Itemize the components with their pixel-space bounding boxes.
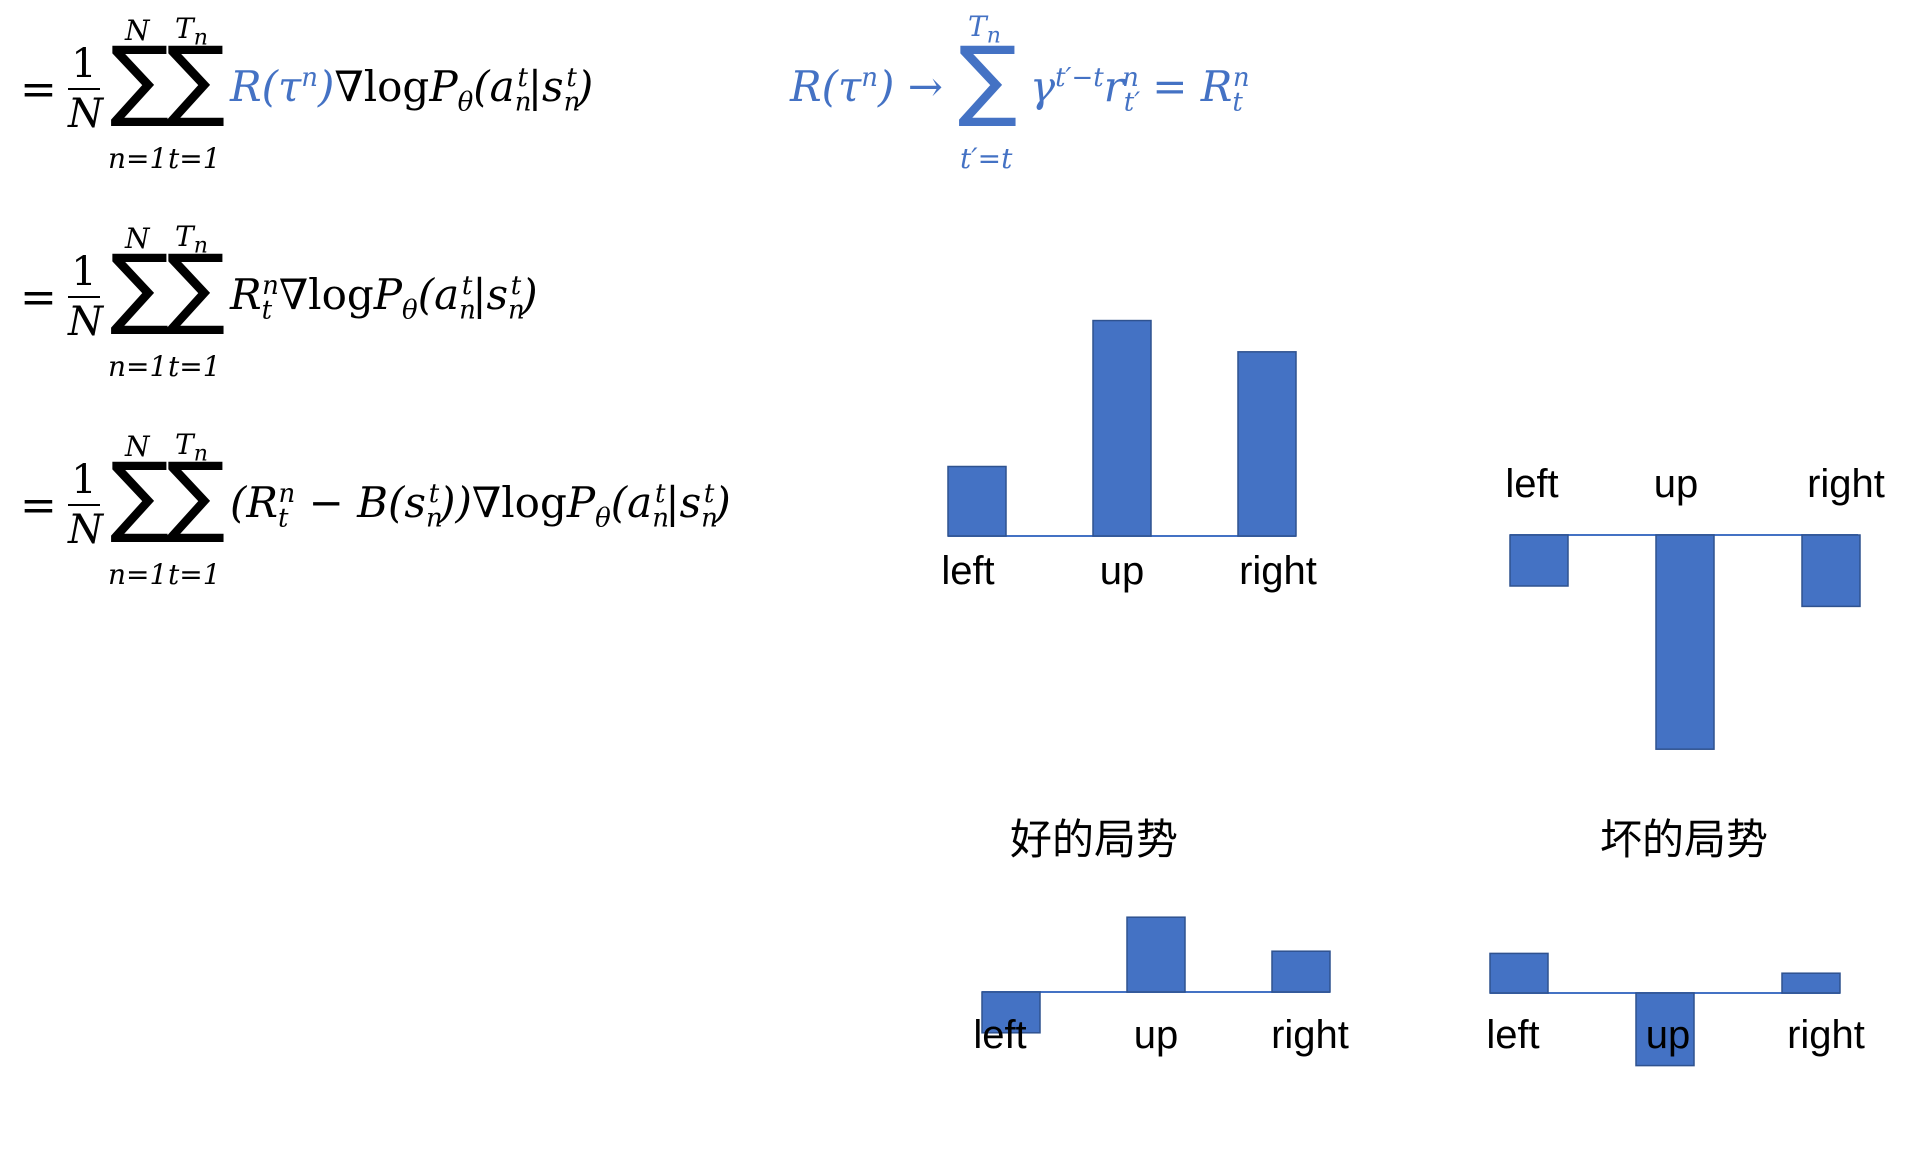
sum-inner-sigma: ∑: [166, 27, 226, 130]
bar-right: [1781, 972, 1841, 994]
sum-outer-sigma: ∑: [110, 235, 170, 338]
bar-up: [1126, 916, 1186, 993]
category-label-right: right: [1807, 462, 1885, 506]
category-label-left: left: [1505, 462, 1558, 506]
fraction-numerator: 1: [71, 457, 97, 503]
equals-sign: =: [20, 272, 57, 323]
bar-up: [1092, 319, 1152, 537]
sum-outer-sigma: ∑: [110, 443, 170, 546]
fraction-one-over-n: 1 N: [68, 41, 103, 137]
sum-outer-upper: N: [125, 14, 150, 47]
fraction-denominator: N: [68, 507, 103, 553]
fraction-denominator: N: [68, 91, 103, 137]
bar-left: [1489, 952, 1549, 994]
eq2-body: Rtn∇logPθ(ant|snt): [230, 270, 538, 326]
sum-inner-upper: Tn: [175, 220, 208, 259]
sum-inner-upper: Tn: [175, 12, 208, 51]
return-lhs: R(τn) →: [790, 62, 943, 111]
sum-inner-lower: t=1: [168, 558, 221, 591]
bar-left: [981, 991, 1041, 1034]
bar-up: [1635, 992, 1695, 1067]
category-label-left: left: [941, 549, 994, 593]
return-rhs: γt′−trt′n = Rtn: [1030, 62, 1250, 118]
category-label-right: right: [1239, 549, 1317, 593]
bar-chart-2: left up right: [1505, 462, 1885, 750]
bar-chart-3: left up right: [973, 916, 1349, 1057]
return-sum-sigma: ∑: [958, 27, 1018, 130]
fraction-denominator: N: [68, 299, 103, 345]
fraction-bar: [68, 504, 100, 506]
eq1-body: R(τn)∇logPθ(ant|snt): [230, 62, 594, 118]
category-label-up: up: [1100, 549, 1145, 593]
sum-outer-upper: N: [125, 222, 150, 255]
equation-1: = 1 N N ∑ n=1 Tn ∑ t=1 R(τn)∇logPθ(ant|s…: [20, 0, 660, 175]
fraction-numerator: 1: [71, 249, 97, 295]
category-label-left: left: [973, 1013, 1026, 1057]
equation-2: = 1 N N ∑ n=1 Tn ∑ t=1 Rtn∇logPθ(ant|snt…: [20, 208, 660, 383]
category-label-up: up: [1134, 1013, 1179, 1057]
bar-chart-4: left up right: [1486, 952, 1865, 1067]
sum-outer-upper: N: [125, 430, 150, 463]
fraction-bar: [68, 88, 100, 90]
sum-outer-lower: n=1: [108, 142, 168, 175]
sum-outer-lower: n=1: [108, 558, 168, 591]
equals-sign: =: [20, 480, 57, 531]
eq3-body: (Rtn − B(snt))∇logPθ(ant|snt): [230, 478, 731, 534]
sum-outer-sigma: ∑: [110, 27, 170, 130]
bar-chart-1: left up right: [941, 319, 1317, 593]
fraction-bar: [68, 296, 100, 298]
sum-inner-sigma: ∑: [166, 443, 226, 546]
fraction-one-over-n: 1 N: [68, 249, 103, 345]
equals-sign: =: [20, 64, 57, 115]
caption-good-situation: 好的局势: [1010, 815, 1179, 864]
return-definition: R(τn) → Tn ∑ t′=t γt′−trt′n = Rtn: [790, 0, 1350, 175]
equation-3: = 1 N N ∑ n=1 Tn ∑ t=1 (Rtn − B(snt))∇lo…: [20, 416, 800, 591]
caption-bad-situation: 坏的局势: [1600, 815, 1769, 864]
return-sum-lower: t′=t: [960, 142, 1013, 175]
bar-right: [1237, 351, 1297, 537]
category-label-up: up: [1654, 462, 1699, 506]
category-label-right: right: [1271, 1013, 1349, 1057]
return-sum-upper: Tn: [968, 10, 1001, 49]
sum-inner-lower: t=1: [168, 142, 221, 175]
bar-right: [1271, 950, 1331, 993]
bar-up: [1655, 534, 1715, 750]
category-label-right: right: [1787, 1013, 1865, 1057]
sum-inner-lower: t=1: [168, 350, 221, 383]
fraction-one-over-n: 1 N: [68, 457, 103, 553]
sum-outer-lower: n=1: [108, 350, 168, 383]
bar-left: [1509, 534, 1569, 587]
bar-left: [947, 465, 1007, 537]
fraction-numerator: 1: [71, 41, 97, 87]
sum-inner-sigma: ∑: [166, 235, 226, 338]
bar-right: [1801, 534, 1861, 608]
category-label-left: left: [1486, 1013, 1539, 1057]
category-label-up: up: [1646, 1013, 1691, 1057]
sum-inner-upper: Tn: [175, 428, 208, 467]
